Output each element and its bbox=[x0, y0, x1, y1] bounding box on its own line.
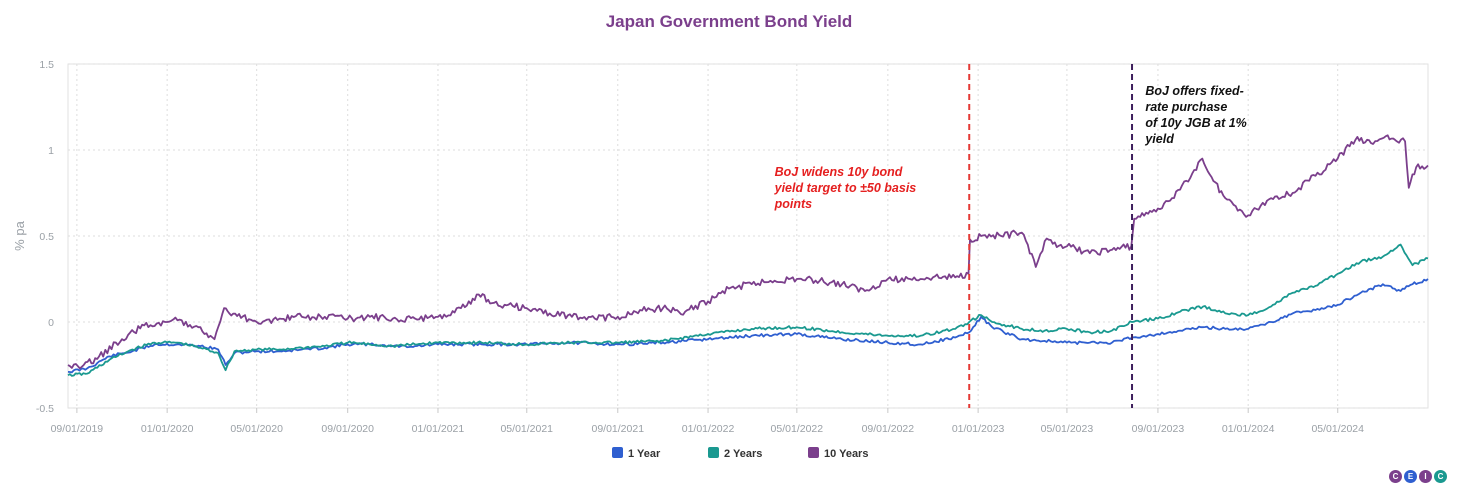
series-line-2-years bbox=[67, 243, 1429, 377]
x-tick-label: 09/01/2021 bbox=[591, 423, 644, 435]
x-tick-label: 09/01/2022 bbox=[862, 423, 915, 435]
x-tick-label: 05/01/2020 bbox=[230, 423, 283, 435]
series-line-1-year bbox=[67, 278, 1429, 374]
y-tick-label: 1.5 bbox=[39, 59, 54, 71]
legend-label: 2 Years bbox=[724, 448, 762, 460]
chart-title: Japan Government Bond Yield bbox=[605, 12, 853, 31]
series-line-10-years bbox=[67, 134, 1429, 370]
y-axis-label: % pa bbox=[12, 220, 27, 250]
legend-label: 10 Years bbox=[824, 448, 868, 460]
legend: 1 Year 2 Years 10 Years bbox=[612, 447, 868, 460]
legend-swatch bbox=[808, 447, 819, 458]
x-tick-label: 01/01/2024 bbox=[1222, 423, 1275, 435]
annotation-2: BoJ offers fixed-rate purchase of 10y JGB… bbox=[1144, 84, 1246, 146]
x-tick-label: 09/01/2019 bbox=[51, 423, 104, 435]
axes: -0.5 0 0.5 1 1.5 % pa 09/01/2019 01/01/2020 05/0… bbox=[12, 59, 1364, 435]
legend-swatch bbox=[708, 447, 719, 458]
event-lines bbox=[968, 64, 1134, 408]
x-tick-label: 05/01/2021 bbox=[500, 423, 553, 435]
legend-label: 1 Year bbox=[628, 448, 661, 460]
x-tick-label: 09/01/2023 bbox=[1132, 423, 1185, 435]
annotations: BoJ widens 10y bond yield target to ±50 b… bbox=[774, 84, 1247, 211]
y-tick-label: -0.5 bbox=[36, 403, 54, 415]
x-tick-label: 01/01/2022 bbox=[682, 423, 735, 435]
legend-swatch bbox=[612, 447, 623, 458]
x-tick-label: 05/01/2023 bbox=[1041, 423, 1094, 435]
x-tick-label: 01/01/2023 bbox=[952, 423, 1005, 435]
logo-letter: I bbox=[1419, 470, 1432, 483]
x-tick-label: 09/01/2020 bbox=[321, 423, 374, 435]
y-tick-label: 1 bbox=[48, 145, 54, 157]
y-tick-label: 0 bbox=[48, 317, 54, 329]
grid bbox=[67, 63, 1429, 409]
series-lines bbox=[67, 134, 1429, 377]
logo-letter: C bbox=[1389, 470, 1402, 483]
x-tick-label: 05/01/2022 bbox=[771, 423, 824, 435]
y-tick-label: 0.5 bbox=[39, 231, 54, 243]
x-tick-label: 01/01/2021 bbox=[412, 423, 465, 435]
x-tick-label: 01/01/2020 bbox=[141, 423, 194, 435]
logo-letter: C bbox=[1434, 470, 1447, 483]
x-tick-label: 05/01/2024 bbox=[1311, 423, 1364, 435]
annotation-1: BoJ widens 10y bond yield target to ±50 b… bbox=[774, 165, 917, 211]
logo-letter: E bbox=[1404, 470, 1417, 483]
